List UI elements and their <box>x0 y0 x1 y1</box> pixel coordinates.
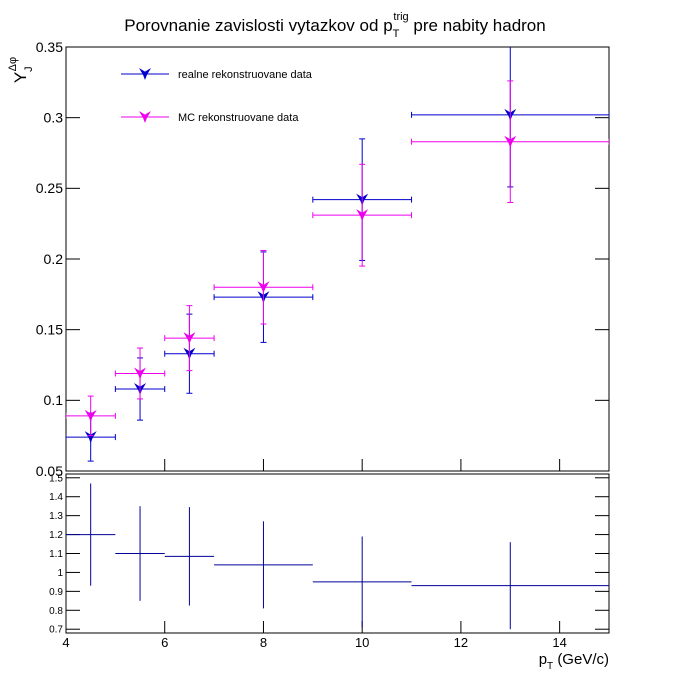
y-tick-label: 1.2 <box>49 530 63 541</box>
legend-marker <box>139 111 151 123</box>
y-tick-label: 0.3 <box>44 110 64 126</box>
legend-marker <box>139 68 151 80</box>
marker <box>356 209 369 222</box>
y-tick-label: 0.2 <box>44 251 64 267</box>
chart-title: Porovnanie zavislosti vytazkov od pTtrig… <box>124 11 545 40</box>
x-tick-label: 12 <box>454 635 468 650</box>
marker <box>134 367 147 380</box>
x-tick-label: 14 <box>552 635 566 650</box>
x-axis-label: pT (GeV/c) <box>539 651 609 672</box>
marker <box>504 135 517 148</box>
frame <box>65 46 610 472</box>
plot-area <box>66 483 609 630</box>
legend-label: realne rekonstruovane data <box>178 69 313 81</box>
marker <box>257 281 270 294</box>
legend-label: MC rekonstruovane data <box>178 112 299 124</box>
marker <box>84 431 97 444</box>
y-tick-label: 1.5 <box>49 473 63 484</box>
y-tick-label: 1 <box>57 568 63 579</box>
marker <box>183 332 196 345</box>
y-tick-label: 0.05 <box>36 463 63 479</box>
y-tick-label: 0.15 <box>36 322 63 338</box>
y-tick-label: 0.35 <box>36 39 63 55</box>
y-tick-label: 0.25 <box>36 180 63 196</box>
marker <box>84 409 97 422</box>
y-tick-label: 1.3 <box>49 511 63 522</box>
y-tick-label: 0.9 <box>49 587 63 598</box>
x-tick-label: 4 <box>62 635 69 650</box>
x-tick-label: 10 <box>355 635 369 650</box>
y-tick-label: 1.4 <box>49 492 63 503</box>
y-tick-label: 0.7 <box>49 625 63 636</box>
x-tick-label: 8 <box>260 635 267 650</box>
y-axis-label: YJΔφ <box>7 57 35 83</box>
plot-area <box>66 47 609 462</box>
x-tick-label: 6 <box>161 635 168 650</box>
y-tick-label: 1.1 <box>49 549 63 560</box>
y-tick-label: 0.1 <box>44 392 64 408</box>
y-tick-label: 0.8 <box>49 606 63 617</box>
